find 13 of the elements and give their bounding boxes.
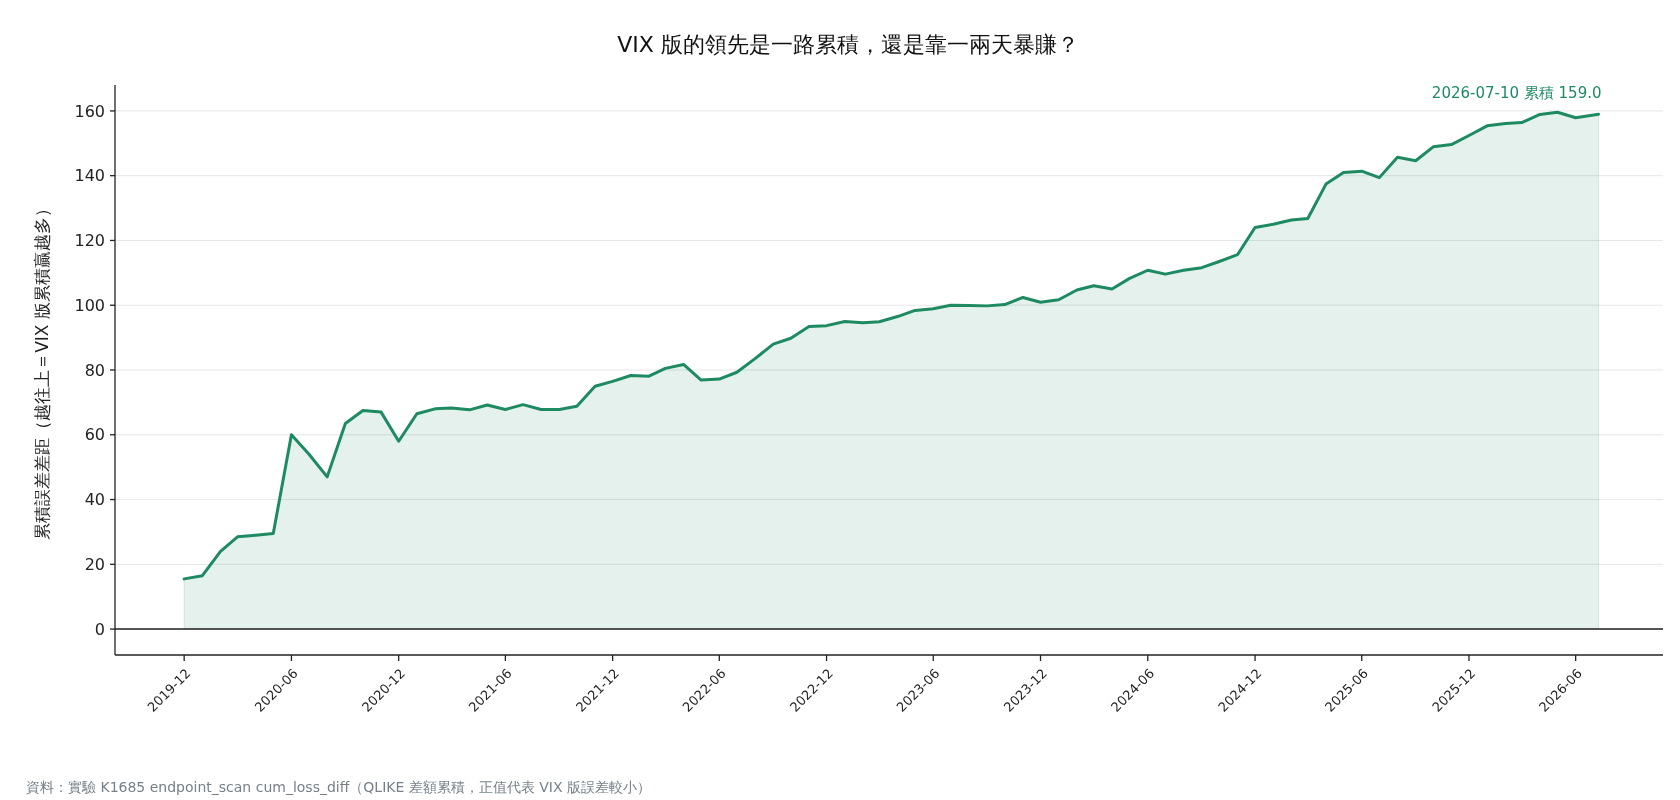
text: 資料：實驗 K1685 endpoint_scan cum_loss_diff（QLIKE 差額累積，正值代表 VIX 版誤差較小） xyxy=(26,779,651,795)
y-tick-label: 40 xyxy=(84,490,105,510)
y-tick-label: 80 xyxy=(84,360,105,380)
y-tick-label: 60 xyxy=(84,425,105,445)
y-axis-title: 累積誤差差距（越往上＝VIX 版累積贏越多） xyxy=(32,200,52,540)
chart-title: VIX 版的領先是一路累積，還是靠一兩天暴賺？ xyxy=(617,32,1079,57)
y-tick-label: 20 xyxy=(84,554,105,574)
y-tick-label: 0 xyxy=(94,619,105,639)
y-tick-label: 160 xyxy=(74,101,105,121)
y-tick-label: 120 xyxy=(74,231,105,251)
y-tick-label: 100 xyxy=(74,295,105,315)
y-tick-label: 140 xyxy=(74,166,105,186)
annotation: 2026-07-10 累積 159.0 xyxy=(1431,84,1602,103)
